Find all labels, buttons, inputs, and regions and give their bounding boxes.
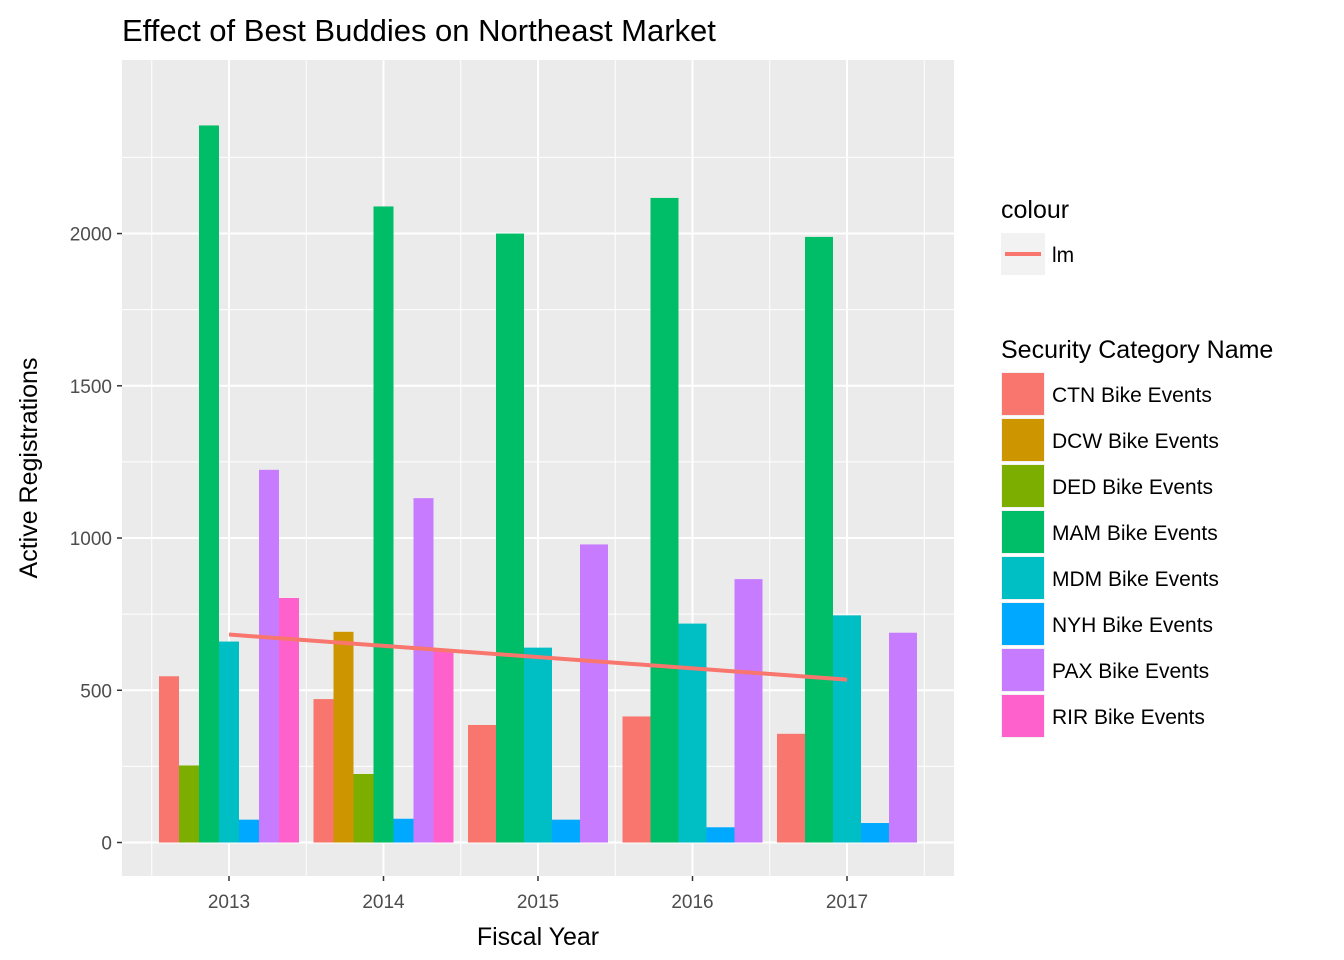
- bar-pax-2016: [734, 579, 763, 843]
- bar-ctn-2015: [468, 724, 496, 843]
- bar-rir-2013: [279, 598, 299, 843]
- x-tick-label: 2013: [208, 892, 250, 913]
- legend-label-nyh: NYH Bike Events: [1052, 614, 1213, 637]
- chart-title: Effect of Best Buddies on Northeast Mark…: [122, 13, 716, 48]
- legend-trend-label: lm: [1052, 244, 1074, 267]
- legend-fill-items: CTN Bike Events DCW Bike Events DED Bike E…: [1001, 372, 1219, 738]
- legend-label-mdm: MDM Bike Events: [1052, 568, 1219, 591]
- legend: colour lm Security Category Name CTN Bik…: [1001, 196, 1273, 738]
- x-tick-label: 2015: [517, 892, 559, 913]
- y-tick-label: 1500: [70, 377, 112, 398]
- bar-mam-2014: [373, 206, 394, 843]
- legend-swatch-pax: [1002, 649, 1044, 691]
- bar-mdm-2016: [678, 623, 707, 843]
- bar-mdm-2015: [524, 647, 552, 843]
- trend-line-lm: [228, 632, 848, 682]
- bars: [159, 125, 917, 843]
- trend-layer: [228, 632, 848, 682]
- bar-mdm-2013: [219, 641, 239, 843]
- bar-ded-2014: [353, 774, 374, 843]
- bar-nyh-2015: [552, 819, 580, 843]
- legend-swatch-mam: [1002, 511, 1044, 553]
- y-tick-label: 0: [101, 834, 112, 855]
- legend-label-dcw: DCW Bike Events: [1052, 430, 1219, 453]
- bar-ded-2013: [179, 765, 199, 843]
- legend-label-pax: PAX Bike Events: [1052, 660, 1209, 683]
- x-tick-label: 2016: [671, 892, 713, 913]
- bar-nyh-2014: [393, 818, 414, 843]
- legend-swatch-dcw: [1002, 419, 1044, 461]
- bar-ctn-2016: [622, 716, 651, 843]
- bar-pax-2013: [259, 469, 279, 843]
- x-tick-label: 2017: [826, 892, 868, 913]
- bar-ctn-2017: [777, 733, 805, 843]
- legend-label-ded: DED Bike Events: [1052, 476, 1213, 499]
- bar-mam-2015: [496, 233, 524, 843]
- y-tick-label: 1000: [70, 529, 112, 550]
- legend-label-rir: RIR Bike Events: [1052, 706, 1205, 729]
- x-tick-label: 2014: [362, 892, 405, 913]
- bar-mam-2013: [199, 125, 219, 843]
- bar-mam-2017: [805, 236, 833, 843]
- bar-ctn-2014: [313, 699, 334, 843]
- bar-mam-2016: [650, 197, 679, 843]
- bar-nyh-2013: [239, 819, 259, 843]
- x-axis-title: Fiscal Year: [477, 923, 599, 951]
- bar-ctn-2013: [159, 676, 179, 843]
- legend-colour-title: colour: [1001, 196, 1069, 224]
- y-axis: 0 500 1000 1500 2000: [70, 225, 122, 855]
- bar-dcw-2014: [333, 631, 354, 843]
- bar-nyh-2016: [706, 827, 735, 843]
- bar-pax-2015: [580, 544, 608, 843]
- bar-pax-2017: [889, 632, 917, 843]
- legend-fill-title: Security Category Name: [1001, 336, 1273, 364]
- bar-mdm-2017: [833, 615, 861, 843]
- y-tick-label: 500: [80, 681, 112, 702]
- legend-swatch-nyh: [1002, 603, 1044, 645]
- legend-swatch-ded: [1002, 465, 1044, 507]
- x-axis: 2013 2014 2015 2016 2017: [208, 876, 868, 913]
- legend-label-mam: MAM Bike Events: [1052, 522, 1218, 545]
- y-axis-title: Active Registrations: [15, 358, 43, 579]
- legend-label-ctn: CTN Bike Events: [1052, 384, 1212, 407]
- legend-swatch-rir: [1002, 695, 1044, 737]
- bar-rir-2014: [433, 649, 454, 843]
- bar-nyh-2017: [861, 823, 889, 843]
- bar-pax-2014: [413, 498, 434, 843]
- legend-swatch-ctn: [1002, 373, 1044, 415]
- legend-swatch-mdm: [1002, 557, 1044, 599]
- y-tick-label: 2000: [70, 225, 112, 246]
